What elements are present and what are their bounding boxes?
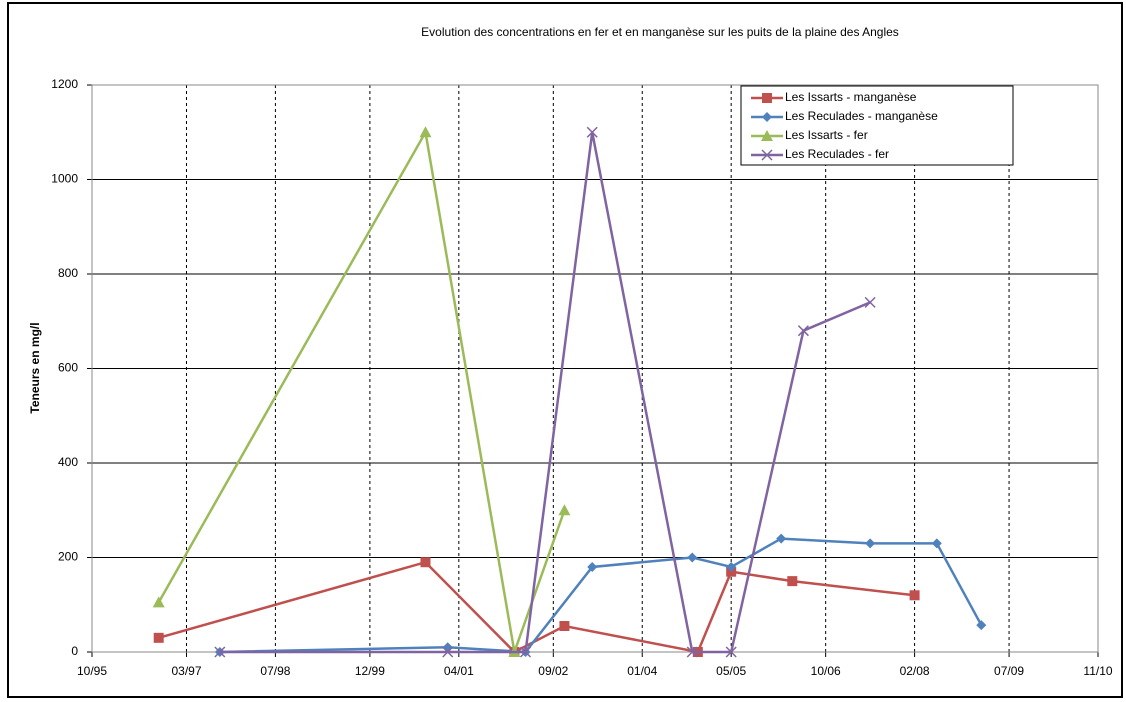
marker — [931, 538, 942, 549]
marker — [586, 126, 598, 138]
series-line — [158, 560, 915, 654]
marker — [153, 632, 164, 643]
x-tick-label: 10/06 — [811, 664, 841, 678]
legend-label: Les Issarts - fer — [785, 128, 868, 142]
x-tick-label: 01/04 — [627, 664, 657, 678]
marker — [726, 561, 737, 572]
marker — [865, 538, 876, 549]
x-tick-label: 09/02 — [538, 664, 568, 678]
y-axis-label: Teneurs en mg/l — [28, 322, 42, 413]
legend-label: Les Reculades - manganèse — [785, 109, 938, 123]
marker — [864, 296, 876, 308]
legend-marker — [762, 112, 772, 122]
x-tick-label: 04/01 — [444, 664, 474, 678]
x-tick-label: 07/09 — [994, 664, 1024, 678]
marker — [558, 504, 571, 516]
legend-label: Les Reculades - fer — [785, 147, 889, 161]
series-line — [157, 128, 566, 657]
x-tick-label: 12/99 — [355, 664, 385, 678]
legend-marker — [761, 130, 773, 141]
marker — [725, 646, 737, 658]
marker — [787, 576, 798, 587]
marker — [687, 552, 698, 563]
x-tick-label: 03/97 — [171, 664, 201, 678]
marker — [797, 325, 809, 337]
chart-title: Evolution des concentrations en fer et e… — [421, 25, 899, 39]
legend-marker — [761, 149, 773, 161]
marker — [587, 561, 598, 572]
marker — [976, 620, 987, 631]
series-line — [219, 537, 983, 654]
y-tick-label: 600 — [58, 361, 78, 375]
x-tick-label: 05/05 — [716, 664, 746, 678]
plot-frame — [91, 84, 1099, 653]
marker — [214, 646, 226, 658]
y-tick-label: 0 — [71, 644, 78, 658]
x-tick-label: 10/95 — [77, 664, 107, 678]
series-line — [219, 132, 871, 654]
marker — [686, 646, 698, 658]
marker — [152, 596, 165, 608]
legend-box — [740, 85, 1014, 166]
marker — [559, 621, 570, 632]
y-tick-label: 1200 — [51, 77, 78, 91]
legend-marker — [762, 93, 772, 103]
legend-label: Les Issarts - manganèse — [785, 90, 917, 104]
y-tick-label: 800 — [58, 266, 78, 280]
x-tick-label: 11/10 — [1083, 664, 1112, 678]
marker — [519, 646, 532, 658]
marker — [776, 533, 787, 544]
marker — [442, 646, 454, 658]
marker — [420, 557, 431, 568]
y-tick-label: 200 — [58, 550, 78, 564]
y-tick-label: 400 — [58, 455, 78, 469]
y-tick-label: 1000 — [51, 172, 78, 186]
marker — [909, 590, 920, 601]
x-tick-label: 02/08 — [900, 664, 930, 678]
x-tick-label: 07/98 — [260, 664, 290, 678]
marker — [419, 126, 432, 138]
